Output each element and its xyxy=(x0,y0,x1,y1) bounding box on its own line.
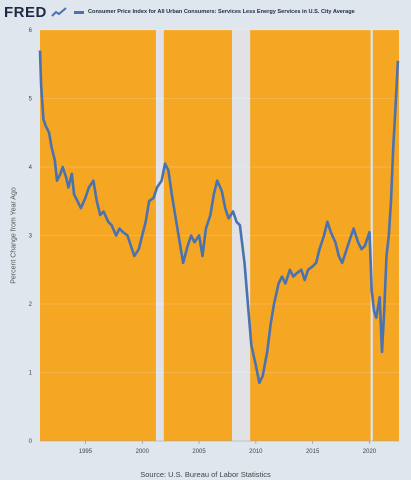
x-tick-label-2000: 2000 xyxy=(136,449,150,455)
series-line-0 xyxy=(38,50,400,385)
x-tick-label-2020: 2020 xyxy=(363,449,377,455)
line-chart-icon xyxy=(51,7,67,17)
legend-label: Consumer Price Index for All Urban Consu… xyxy=(88,9,355,15)
chart-header: FRED Consumer Price Index for All Urban … xyxy=(0,0,411,26)
y-tick-label-1: 1 xyxy=(29,371,33,377)
plot-area xyxy=(40,30,399,441)
x-tick-label-2015: 2015 xyxy=(306,449,320,455)
y-tick-label-4: 4 xyxy=(29,165,33,171)
source-note: Source: U.S. Bureau of Labor Statistics xyxy=(140,470,271,479)
recession-band-2 xyxy=(370,30,373,441)
y-tick-label-0: 0 xyxy=(29,439,33,445)
y-tick-label-6: 6 xyxy=(29,28,33,34)
y-tick-label-3: 3 xyxy=(29,234,33,240)
fred-logo[interactable]: FRED xyxy=(4,4,47,21)
legend-swatch xyxy=(74,10,84,14)
x-tick-label-1995: 1995 xyxy=(79,449,93,455)
legend: Consumer Price Index for All Urban Consu… xyxy=(74,9,355,15)
y-tick-label-5: 5 xyxy=(29,97,33,103)
y-tick-label-2: 2 xyxy=(29,302,33,308)
x-tick-label-2010: 2010 xyxy=(249,449,263,455)
recession-band-0 xyxy=(155,30,164,441)
x-tick-label-2005: 2005 xyxy=(192,449,206,455)
